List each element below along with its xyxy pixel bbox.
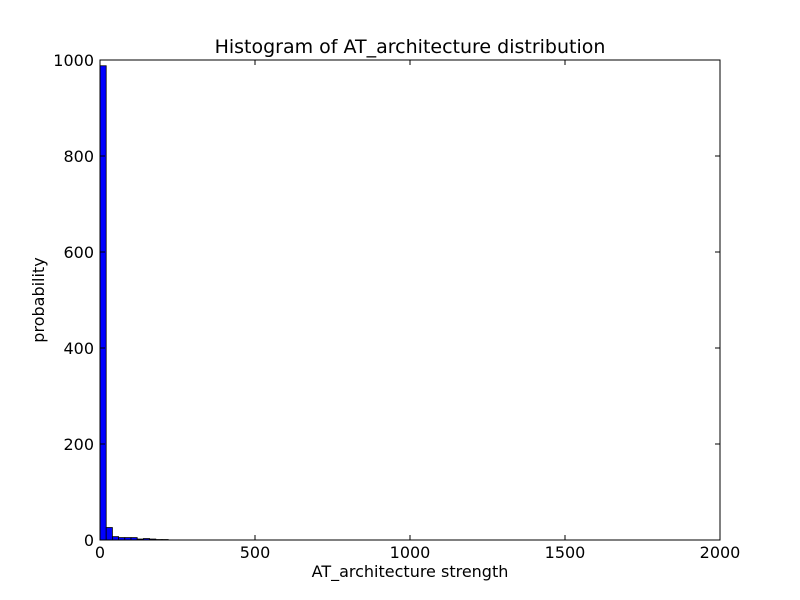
y-tick-label-0: 0: [84, 531, 94, 550]
y-axis-label: probability: [29, 257, 48, 342]
y-tick-label-3: 600: [63, 243, 94, 262]
axes-frame: [99, 59, 721, 541]
histogram-bar-2: [112, 536, 120, 541]
x-tick-label-3: 1500: [545, 543, 586, 562]
x-tick-label-0: 0: [95, 543, 105, 562]
histogram-bar-1: [105, 527, 113, 541]
x-tick-label-4: 2000: [700, 543, 741, 562]
y-tick-label-1: 200: [63, 435, 94, 454]
x-tick-label-1: 500: [240, 543, 271, 562]
chart-title: Histogram of AT_architecture distributio…: [215, 36, 606, 58]
y-tick-label-4: 800: [63, 147, 94, 166]
histogram-bars: [99, 65, 169, 541]
axis-ticks: 0 500 1000 1500 2000 0 200 400 600 800 1000: [53, 51, 740, 562]
histogram-bar-0: [99, 65, 107, 541]
y-tick-label-5: 1000: [53, 51, 94, 70]
x-tick-label-2: 1000: [390, 543, 431, 562]
x-axis-label: AT_architecture strength: [312, 562, 509, 582]
y-tick-label-2: 400: [63, 339, 94, 358]
